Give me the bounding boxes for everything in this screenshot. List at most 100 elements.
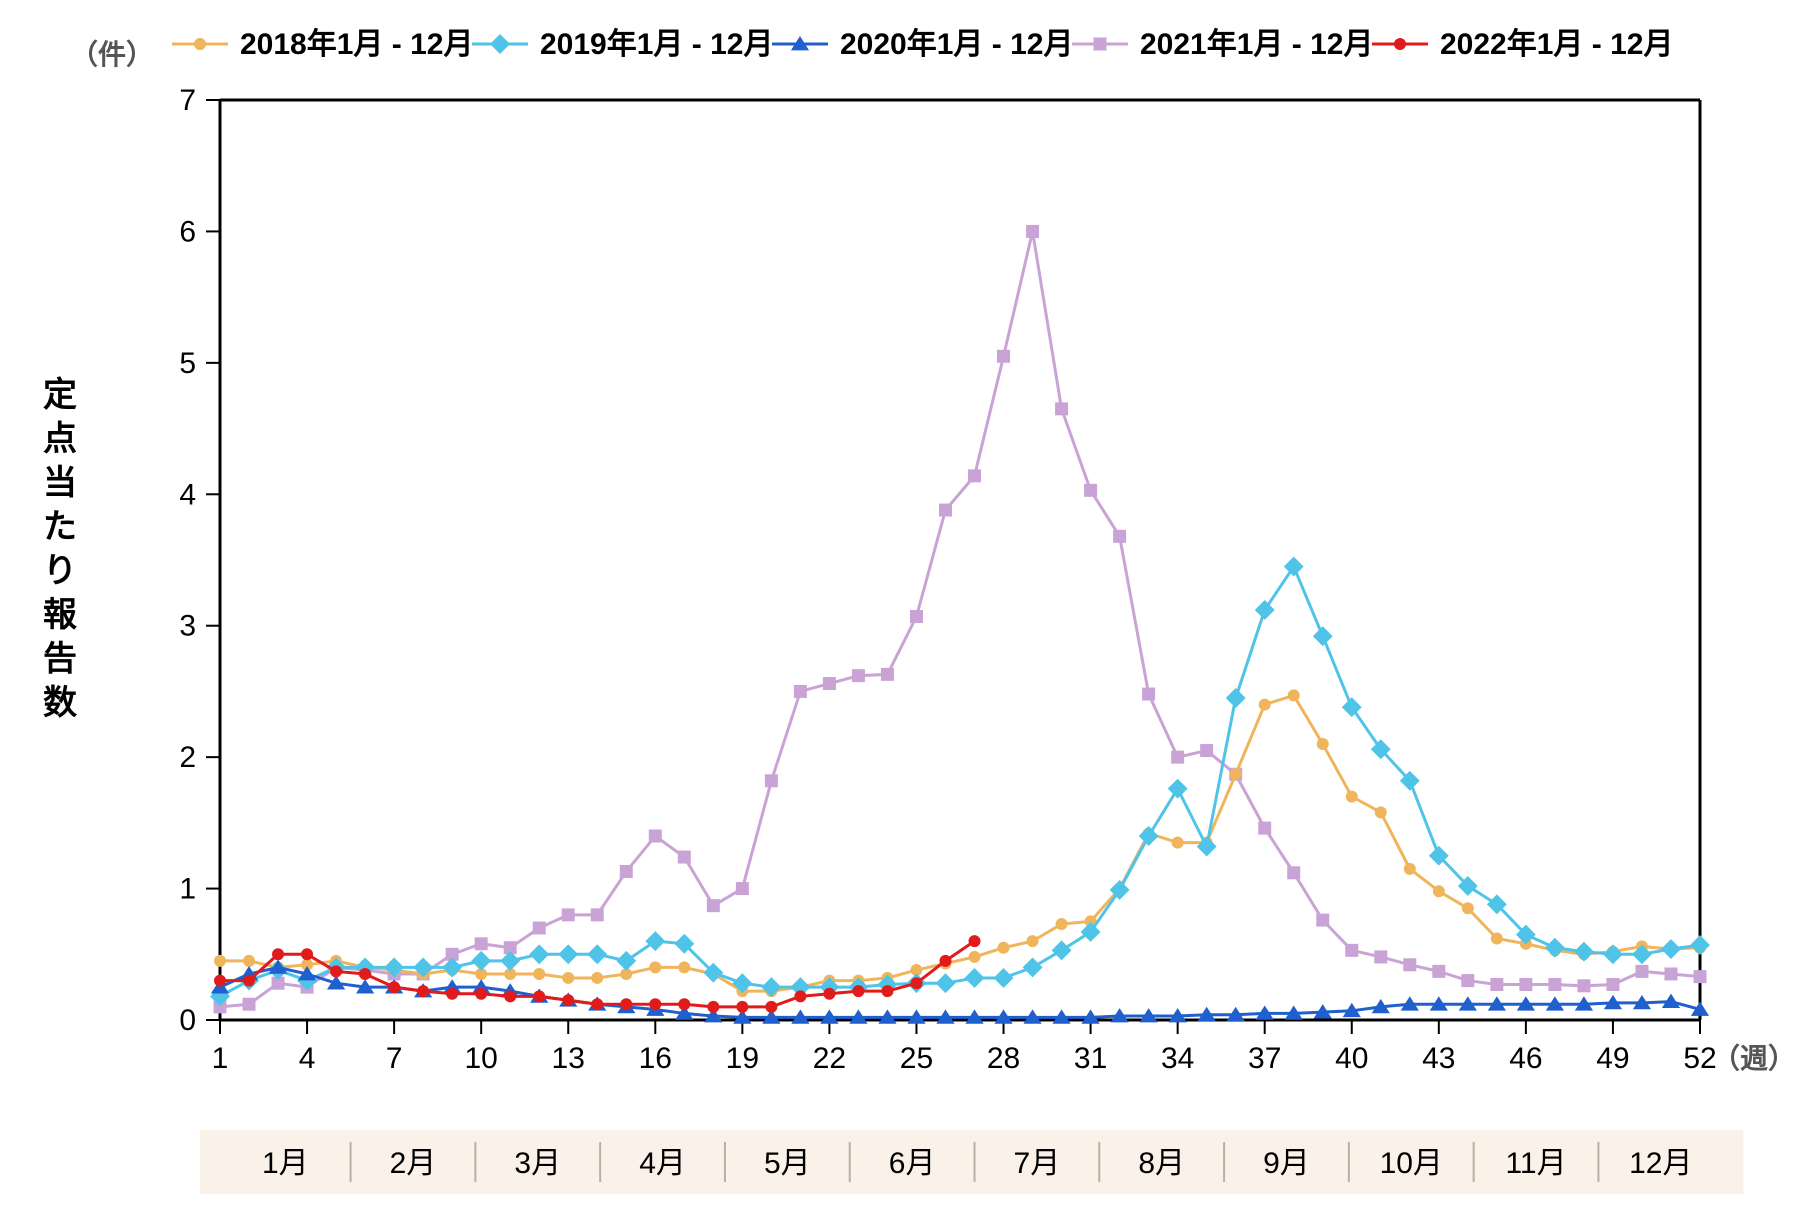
month-label: 2月	[390, 1147, 437, 1180]
y-axis-label-char: 報	[43, 596, 77, 634]
x-tick-label: 37	[1248, 1042, 1281, 1075]
series-marker	[1433, 886, 1444, 897]
month-label: 3月	[514, 1147, 561, 1180]
series-marker	[1375, 951, 1387, 963]
series-marker	[1462, 975, 1474, 987]
series-marker	[998, 350, 1010, 362]
series-marker	[679, 962, 690, 973]
series-marker	[910, 611, 922, 623]
x-tick-label: 28	[987, 1042, 1020, 1075]
series-marker	[1056, 403, 1068, 415]
series-marker	[911, 978, 922, 989]
series-marker	[1346, 944, 1358, 956]
x-tick-label: 13	[552, 1042, 585, 1075]
x-tick-label: 1	[212, 1042, 229, 1075]
series-marker	[505, 991, 516, 1002]
series-marker	[591, 909, 603, 921]
series-marker	[534, 991, 545, 1002]
series-marker	[1491, 979, 1503, 991]
series-marker	[1395, 39, 1406, 50]
series-marker	[1094, 38, 1106, 50]
series-marker	[649, 830, 661, 842]
series-marker	[1433, 965, 1445, 977]
series-marker	[940, 955, 951, 966]
series-marker	[592, 999, 603, 1010]
series-marker	[273, 949, 284, 960]
series-marker	[475, 938, 487, 950]
series-marker	[939, 504, 951, 516]
series-marker	[1143, 688, 1155, 700]
y-tick-label: 7	[179, 84, 196, 117]
x-tick-label: 31	[1074, 1042, 1107, 1075]
series-marker	[360, 969, 371, 980]
series-marker	[1636, 965, 1648, 977]
x-tick-label: 46	[1509, 1042, 1542, 1075]
series-marker	[302, 949, 313, 960]
series-marker	[1317, 739, 1328, 750]
line-chart: （件）2018年1月 - 12月2019年1月 - 12月2020年1月 - 1…	[0, 0, 1800, 1220]
legend-item: 2022年1月 - 12月	[1440, 28, 1673, 61]
series-marker	[195, 39, 206, 50]
chart-svg: （件）2018年1月 - 12月2019年1月 - 12月2020年1月 - 1…	[0, 0, 1800, 1220]
series-marker	[1520, 979, 1532, 991]
y-axis-label-char: 当	[43, 464, 77, 502]
series-marker	[534, 969, 545, 980]
series-marker	[852, 670, 864, 682]
y-tick-label: 2	[179, 741, 196, 774]
y-axis-label-char: 告	[43, 640, 77, 678]
series-marker	[1085, 484, 1097, 496]
series-marker	[244, 955, 255, 966]
series-marker	[1607, 979, 1619, 991]
series-marker	[418, 986, 429, 997]
series-marker	[969, 470, 981, 482]
x-tick-label: 4	[299, 1042, 316, 1075]
series-marker	[766, 1001, 777, 1012]
y-axis-label-char: 定	[43, 376, 77, 414]
legend-item: 2020年1月 - 12月	[840, 28, 1073, 61]
series-marker	[1578, 980, 1590, 992]
y-axis-label-char: 数	[43, 684, 77, 722]
month-label: 11月	[1505, 1147, 1566, 1180]
y-axis-label-char: 点	[43, 420, 77, 458]
series-marker	[1317, 914, 1329, 926]
series-marker	[1404, 863, 1415, 874]
series-marker	[1201, 745, 1213, 757]
series-marker	[1694, 971, 1706, 983]
series-marker	[678, 851, 690, 863]
x-tick-label: 25	[900, 1042, 933, 1075]
month-label: 6月	[889, 1147, 936, 1180]
series-marker	[650, 962, 661, 973]
legend-item: 2021年1月 - 12月	[1140, 28, 1373, 61]
x-tick-label: 10	[464, 1042, 497, 1075]
series-marker	[389, 982, 400, 993]
series-marker	[795, 991, 806, 1002]
series-marker	[331, 966, 342, 977]
series-marker	[736, 883, 748, 895]
x-unit-label: （週）	[1712, 1042, 1796, 1074]
month-label: 9月	[1263, 1147, 1310, 1180]
y-tick-label: 4	[179, 478, 196, 511]
series-marker	[737, 1001, 748, 1012]
month-label: 4月	[639, 1147, 686, 1180]
series-marker	[447, 988, 458, 999]
series-marker	[708, 1001, 719, 1012]
x-tick-label: 49	[1596, 1042, 1629, 1075]
x-tick-label: 22	[813, 1042, 846, 1075]
series-marker	[1259, 822, 1271, 834]
x-tick-label: 43	[1422, 1042, 1455, 1075]
series-marker	[707, 900, 719, 912]
month-label: 5月	[764, 1147, 811, 1180]
series-marker	[533, 922, 545, 934]
series-marker	[1230, 769, 1241, 780]
series-marker	[592, 972, 603, 983]
month-label: 1月	[262, 1147, 309, 1180]
series-marker	[969, 951, 980, 962]
series-marker	[1288, 690, 1299, 701]
series-marker	[562, 909, 574, 921]
series-marker	[244, 975, 255, 986]
series-marker	[215, 975, 226, 986]
y-axis-label-char: た	[43, 508, 77, 546]
y-tick-label: 3	[179, 610, 196, 643]
series-marker	[1288, 867, 1300, 879]
series-marker	[765, 775, 777, 787]
